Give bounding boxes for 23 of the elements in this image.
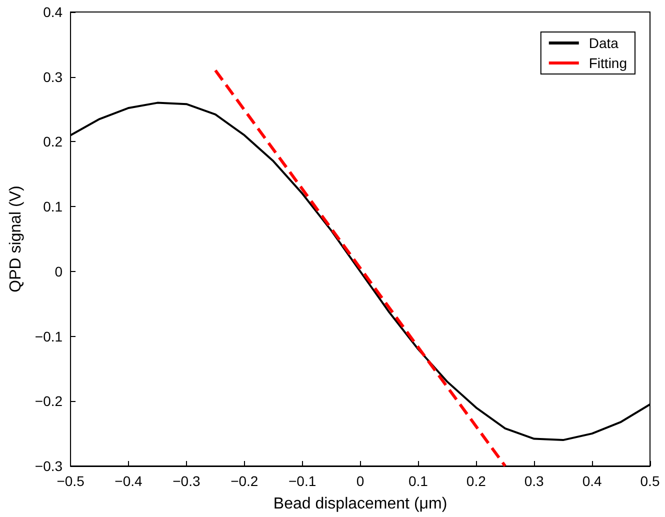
x-tick-label: −0.1	[288, 473, 316, 489]
y-tick-label: 0.1	[43, 198, 63, 215]
x-tick-label: 0.5	[640, 473, 660, 489]
y-tick-label: 0	[54, 263, 63, 280]
x-tick-label: 0	[356, 473, 364, 489]
y-tick-label: −0.3	[34, 458, 63, 474]
x-tick-label: −0.3	[172, 473, 200, 489]
x-axis-title: Bead displacement (μm)	[273, 496, 448, 512]
x-tick-label: 0.1	[408, 473, 428, 489]
y-axis-title: QPD signal (V)	[8, 186, 24, 292]
x-tick-label: −0.4	[114, 473, 143, 489]
y-tick-label: −0.2	[34, 393, 63, 410]
legend-label: Fitting	[588, 55, 627, 71]
x-tick-label: 0.3	[524, 473, 544, 489]
legend-label: Data	[588, 35, 619, 51]
x-tick-label: −0.5	[56, 473, 85, 489]
y-tick-label: 0.4	[43, 4, 63, 20]
x-tick-label: 0.4	[582, 473, 602, 489]
x-tick-label: 0.2	[466, 473, 486, 489]
y-tick-label: 0.3	[43, 68, 63, 85]
y-tick-label: −0.1	[34, 328, 63, 344]
y-tick-label: 0.2	[43, 134, 63, 150]
x-tick-label: −0.2	[230, 473, 258, 489]
